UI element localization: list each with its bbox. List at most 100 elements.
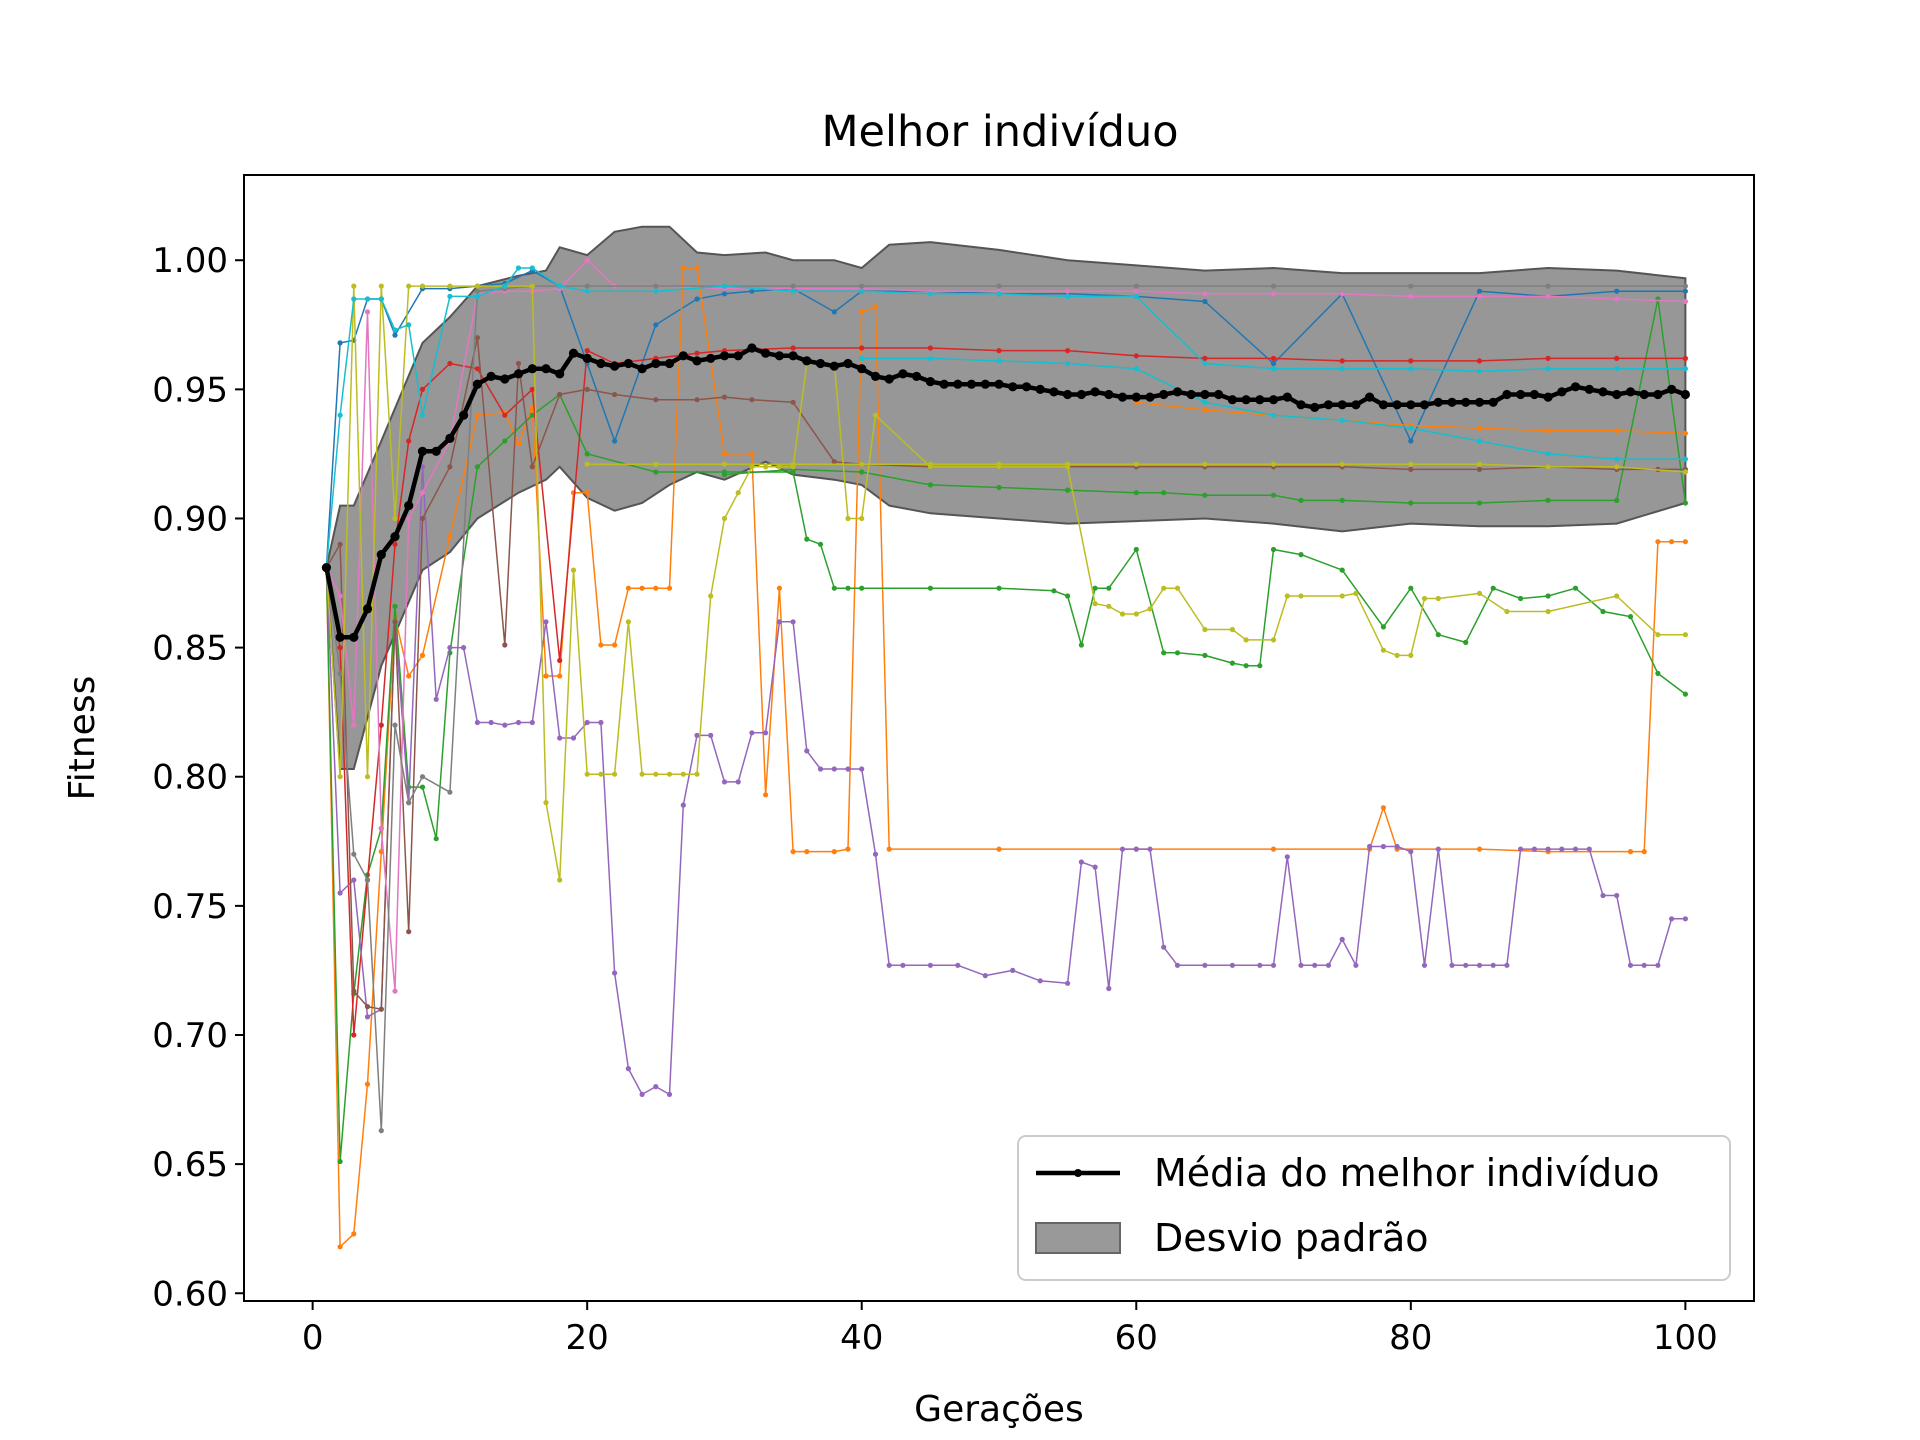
run-point — [666, 585, 673, 591]
run-point — [1490, 962, 1496, 968]
run-point — [337, 593, 343, 599]
run-point — [1270, 637, 1277, 643]
mean-point — [1035, 384, 1045, 394]
run-point — [1229, 626, 1235, 633]
run-point — [1682, 539, 1688, 545]
run-point — [1669, 539, 1675, 545]
run-point — [1092, 601, 1098, 607]
run-point — [1325, 962, 1332, 968]
run-point — [584, 257, 590, 263]
run-line-5 — [723, 298, 1687, 504]
run-point — [1065, 293, 1071, 299]
run-point — [1614, 464, 1620, 470]
run-point — [474, 464, 480, 470]
run-point — [364, 296, 371, 302]
run-point — [1463, 639, 1469, 646]
mean-point — [1474, 397, 1485, 407]
run-point — [790, 399, 796, 405]
run-point — [1270, 846, 1277, 852]
run-point — [1408, 425, 1414, 431]
run-point — [392, 722, 398, 728]
mean-point — [1063, 389, 1073, 400]
run-point — [529, 412, 535, 418]
x-tick-label: 20 — [566, 1318, 609, 1358]
run-point — [1339, 593, 1345, 599]
mean-point — [815, 358, 826, 369]
mean-point — [706, 353, 716, 363]
run-point — [392, 603, 398, 609]
run-point — [927, 355, 934, 361]
run-point — [694, 350, 700, 356]
mean-point — [610, 361, 620, 371]
run-point — [1614, 296, 1620, 302]
run-point — [1339, 461, 1345, 467]
run-point — [337, 541, 343, 547]
run-point — [570, 735, 577, 741]
run-point — [488, 719, 494, 726]
run-point — [351, 722, 357, 728]
run-point — [392, 541, 398, 547]
run-point — [790, 288, 796, 294]
run-point — [721, 515, 728, 522]
run-point — [1161, 650, 1167, 656]
run-point — [1270, 355, 1277, 361]
run-point — [337, 890, 343, 896]
run-point — [1147, 606, 1153, 612]
run-point — [419, 652, 426, 659]
mean-point — [898, 369, 908, 379]
run-point — [721, 461, 728, 467]
mean-point — [321, 563, 331, 573]
run-point — [790, 849, 796, 855]
run-point — [474, 366, 480, 372]
mean-point — [678, 351, 688, 361]
run-point — [1408, 293, 1414, 299]
run-point — [886, 846, 892, 852]
mean-point — [1282, 392, 1292, 402]
run-point — [447, 645, 453, 651]
run-point — [1545, 593, 1551, 599]
run-point — [1161, 944, 1167, 950]
run-point — [1229, 660, 1235, 666]
mean-point — [1268, 395, 1279, 405]
run-point — [1408, 358, 1414, 364]
mean-point — [596, 358, 606, 369]
mean-point — [1337, 400, 1347, 410]
mean-point — [1433, 397, 1443, 407]
run-point — [776, 585, 783, 591]
run-point — [1641, 849, 1647, 855]
run-point — [1614, 892, 1620, 899]
y-tick-label: 0.70 — [152, 1016, 228, 1056]
mean-point — [417, 446, 428, 456]
run-point — [1394, 652, 1400, 659]
run-point — [529, 464, 535, 470]
run-point — [406, 438, 412, 444]
mean-point — [1310, 402, 1320, 412]
run-point — [1298, 497, 1304, 503]
run-point — [1284, 854, 1290, 860]
mean-point — [939, 379, 949, 389]
mean-point — [788, 351, 798, 361]
run-point — [502, 412, 508, 418]
run-point — [721, 779, 728, 785]
mean-point — [980, 379, 990, 389]
run-point — [653, 1084, 659, 1090]
run-point — [653, 322, 659, 328]
run-point — [1161, 585, 1167, 591]
run-point — [749, 288, 755, 294]
run-point — [1545, 428, 1551, 434]
run-point — [927, 291, 934, 297]
mean-point — [1516, 389, 1526, 400]
run-point — [529, 719, 535, 726]
run-point — [845, 846, 851, 852]
run-point — [1627, 614, 1634, 620]
run-point — [927, 345, 934, 351]
run-point — [392, 515, 398, 522]
run-point — [1627, 962, 1634, 968]
x-tick-label: 40 — [840, 1318, 883, 1358]
run-point — [529, 265, 535, 271]
run-point — [1380, 647, 1386, 653]
run-point — [776, 464, 783, 470]
run-point — [337, 645, 343, 651]
legend-label-band: Desvio padrão — [1154, 1216, 1429, 1260]
run-point — [378, 1128, 384, 1134]
